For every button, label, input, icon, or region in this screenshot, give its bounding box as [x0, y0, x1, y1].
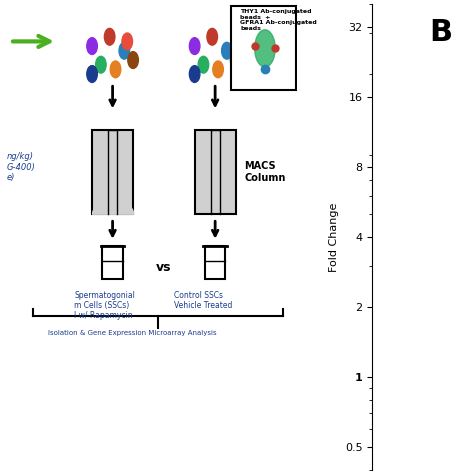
Bar [92, 130, 133, 214]
Circle shape [221, 42, 232, 59]
Circle shape [110, 61, 121, 78]
Text: MACS
Column: MACS Column [245, 161, 286, 182]
Bar [195, 130, 236, 214]
FancyBboxPatch shape [205, 246, 226, 279]
FancyBboxPatch shape [231, 7, 296, 91]
Circle shape [207, 28, 218, 45]
Text: ng/kg)
G-400)
e): ng/kg) G-400) e) [7, 152, 36, 182]
Ellipse shape [255, 30, 275, 67]
Circle shape [104, 28, 115, 45]
Y-axis label: Fold Change: Fold Change [329, 202, 339, 272]
Text: B: B [429, 18, 452, 47]
Circle shape [87, 65, 97, 82]
Circle shape [189, 65, 200, 82]
Text: Spermatogonial
m Cells (SSCs)
l w/ Rapamycin: Spermatogonial m Cells (SSCs) l w/ Rapam… [74, 291, 136, 320]
Circle shape [128, 52, 138, 68]
Text: vs: vs [156, 261, 172, 274]
Circle shape [87, 38, 97, 55]
Circle shape [230, 52, 241, 68]
FancyBboxPatch shape [102, 246, 123, 279]
Circle shape [96, 56, 106, 73]
Circle shape [122, 33, 133, 50]
Circle shape [213, 61, 223, 78]
Circle shape [189, 38, 200, 55]
Circle shape [119, 42, 129, 59]
Text: THY1 Ab-conjugated
beads  +
GFRA1 Ab-conjugated
beads: THY1 Ab-conjugated beads + GFRA1 Ab-conj… [240, 9, 317, 31]
Text: Control SSCs
Vehicle Treated: Control SSCs Vehicle Treated [174, 291, 232, 310]
Circle shape [198, 56, 209, 73]
Text: Isolation & Gene Expression Microarray Analysis: Isolation & Gene Expression Microarray A… [48, 330, 217, 336]
